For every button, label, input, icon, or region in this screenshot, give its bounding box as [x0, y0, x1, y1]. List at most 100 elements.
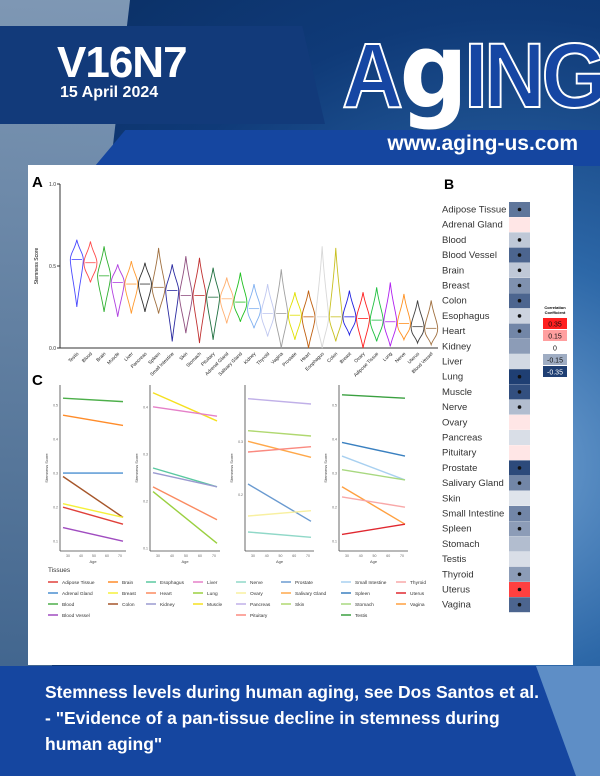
y-tick-label: 0.3 — [53, 472, 58, 476]
x-tick-label: 30 — [251, 554, 255, 558]
legend-value: -0.35 — [547, 370, 563, 377]
legend-label: Testis — [355, 613, 368, 619]
x-tick-label: 60 — [105, 554, 109, 558]
legend-label: Esophagus — [160, 580, 185, 586]
legend-swatch — [543, 330, 567, 341]
violin — [219, 277, 234, 324]
x-tick-label: Muscle — [106, 351, 121, 366]
significance-dot — [517, 314, 522, 318]
x-tick-label: 40 — [79, 554, 83, 558]
trend-line — [62, 526, 124, 542]
violin — [287, 292, 302, 340]
trend-line — [62, 475, 124, 518]
x-axis-label: Age — [89, 559, 97, 564]
heatmap-row-label: Brain — [442, 265, 464, 276]
legend-label: Adipose Tissue — [62, 580, 95, 586]
x-tick-label: Prostate — [281, 351, 298, 368]
y-axis-label: Stemness Score — [229, 453, 234, 483]
violin — [369, 287, 384, 342]
x-tick-label: 60 — [292, 554, 296, 558]
x-tick-label: Stomach — [185, 351, 203, 369]
legend-label: Skin — [295, 602, 305, 608]
significance-dot — [517, 268, 522, 273]
heatmap-row-label: Spleen — [442, 524, 472, 535]
significance-dot — [517, 374, 522, 379]
heatmap-row-label: Pancreas — [442, 433, 482, 444]
y-tick-label: 0.4 — [332, 438, 337, 442]
violin — [151, 247, 166, 314]
trend-line — [247, 483, 312, 522]
x-tick-label: 50 — [279, 554, 283, 558]
trend-line — [62, 503, 124, 519]
heatmap-row-label: Kidney — [442, 341, 471, 352]
heatmap-row-label: Testis — [442, 554, 467, 565]
violin — [410, 300, 425, 345]
heatmap-row-label: Pituitary — [442, 448, 477, 459]
heatmap-cell — [509, 414, 530, 430]
heatmap-row-label: Muscle — [442, 387, 472, 398]
significance-dot — [517, 390, 522, 394]
legend-label: Pituitary — [250, 613, 268, 619]
violin — [396, 293, 411, 342]
legend-label: Blood Vessel — [62, 613, 90, 619]
x-axis-label: Age — [370, 559, 378, 564]
x-tick-label: Brain — [95, 351, 107, 363]
x-tick-label: Salivary Gland — [217, 351, 244, 378]
x-tick-label: 40 — [170, 554, 174, 558]
heatmap-row-label: Colon — [442, 296, 467, 307]
heatmap-cell — [509, 430, 530, 445]
trend-line — [341, 469, 406, 481]
x-tick-label: 50 — [92, 554, 96, 558]
url-band — [95, 130, 600, 166]
violin — [233, 272, 248, 322]
heatmap-row-label: Breast — [442, 281, 470, 292]
x-tick-label: Testis — [67, 351, 80, 364]
y-tick-label: 0.5 — [49, 264, 56, 270]
x-tick-label: Lung — [382, 351, 394, 363]
issue-date: 15 April 2024 — [60, 84, 159, 101]
legend-label: Spleen — [355, 591, 370, 597]
legend-label: Nerve — [250, 580, 263, 586]
heatmap-row-label: Prostate — [442, 463, 477, 474]
y-axis-label: Stemness Score — [134, 453, 139, 483]
legend-label: Salivary Gland — [295, 591, 327, 597]
cover-caption: Stemness levels during human aging, see … — [45, 682, 540, 754]
heatmap-row-label: Blood Vessel — [442, 250, 497, 261]
trend-line — [152, 486, 218, 521]
trend-line — [152, 406, 218, 417]
violin — [424, 300, 439, 347]
significance-dot — [517, 207, 522, 212]
x-tick-label: Small Intestine — [149, 351, 176, 378]
volume-issue: V16N7 — [57, 38, 188, 87]
trend-line — [341, 441, 406, 457]
panel-label-c: C — [32, 372, 43, 389]
x-tick-label: Blood — [81, 351, 94, 364]
y-tick-label: 0.2 — [332, 506, 337, 510]
figure-panel: A 0.0 0.5 1.0 Stemness Score Testis Blood Brain… — [28, 165, 573, 665]
caption-band — [0, 666, 600, 776]
violin — [247, 283, 261, 329]
x-tick-label: 30 — [345, 554, 349, 558]
x-tick-label: Breast — [339, 351, 354, 366]
violin — [83, 241, 98, 283]
x-tick-label: Nerve — [394, 351, 408, 365]
trend-line — [341, 496, 406, 508]
legend-value: 0 — [553, 346, 557, 353]
header-band — [0, 26, 325, 124]
trend-line — [152, 472, 218, 488]
legend-label: Ovary — [250, 591, 263, 597]
x-tick-label: 50 — [373, 554, 377, 558]
legend-label: Kidney — [160, 602, 175, 608]
violin — [138, 262, 152, 312]
journal-url[interactable]: www.aging-us.com — [387, 132, 578, 155]
violin — [356, 292, 370, 349]
y-tick-label: 1.0 — [49, 182, 56, 188]
significance-dot — [517, 298, 522, 303]
legend-label: Breast — [122, 591, 137, 597]
significance-dot — [517, 511, 522, 516]
legend-label: Brain — [122, 580, 134, 586]
y-tick-label: 0.5 — [332, 404, 337, 408]
y-tick-label: 0.2 — [238, 493, 243, 497]
legend-value: 0.35 — [548, 322, 562, 329]
y-tick-label: 0.4 — [53, 438, 58, 442]
